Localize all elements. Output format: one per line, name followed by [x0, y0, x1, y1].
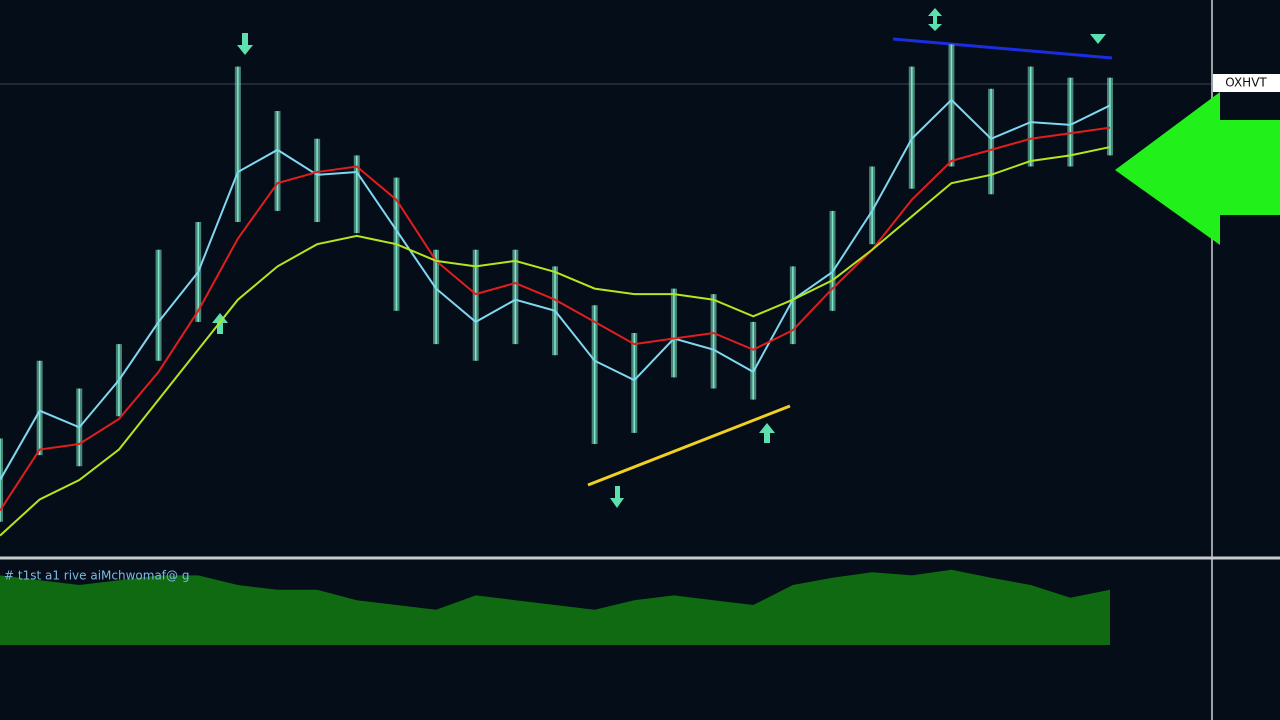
candle-body [155, 249, 162, 361]
moving-average [0, 146, 1111, 537]
candle-body [789, 266, 796, 345]
price-label: OXHVT [1225, 76, 1267, 90]
candle-body [1107, 77, 1113, 156]
down-arrow [610, 486, 624, 508]
candle-body [512, 249, 519, 345]
candle-body [829, 210, 836, 311]
down-arrow [1090, 34, 1106, 44]
candle-body [750, 321, 757, 400]
candle-body [234, 66, 241, 222]
big-arrow [1115, 92, 1280, 245]
indicator-area [0, 569, 1110, 645]
moving-average [0, 98, 1111, 481]
candle-body [591, 305, 598, 444]
moving-average [0, 126, 1111, 512]
candle-body [353, 155, 360, 234]
candle-body [631, 333, 638, 433]
resistance-trendline [892, 37, 1113, 60]
candle-body [670, 288, 677, 378]
candle-body [0, 438, 3, 522]
candle-body [36, 360, 43, 456]
candle-body [472, 249, 479, 361]
double-arrow [928, 8, 942, 31]
candle-body [710, 294, 717, 389]
price-label-box [1213, 74, 1280, 92]
support-trendline [587, 404, 791, 487]
candle-body [433, 249, 440, 345]
candle-body [908, 66, 915, 189]
candle-body [314, 138, 321, 222]
candle-body [948, 44, 955, 167]
candle-body [274, 111, 281, 211]
down-arrow [237, 33, 253, 55]
candle-body [1067, 77, 1074, 167]
up-arrow [759, 423, 775, 443]
plot-area [0, 44, 1113, 645]
candle-body [1027, 66, 1034, 167]
signal-arrows [212, 8, 1106, 508]
indicator-label: # t1st a1 rive aiMchwomaf@ g [4, 569, 189, 583]
candle-body [988, 88, 995, 195]
candle-body [869, 166, 876, 245]
